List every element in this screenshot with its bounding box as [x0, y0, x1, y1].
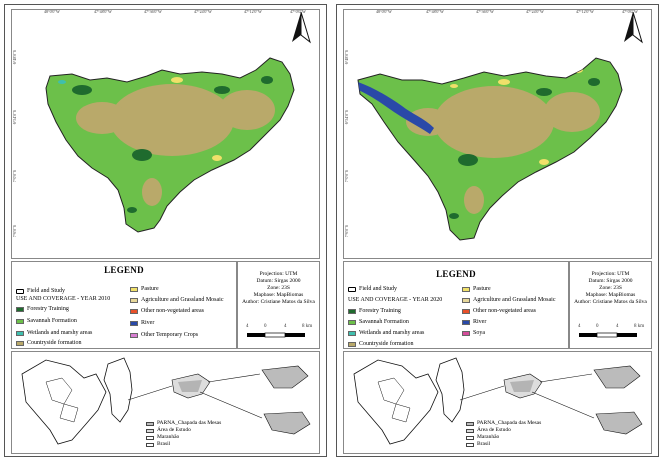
- lon-tick: 47°0'0"W: [622, 9, 638, 14]
- datum-text: Datum: Sirgas 2000: [256, 278, 301, 284]
- zone-text: Zone: 23S: [599, 285, 622, 291]
- legend-item: Agriculture and Grassland Mosaic: [462, 297, 555, 303]
- parna-outline: [593, 365, 641, 389]
- legend-item: Pasture: [130, 286, 159, 292]
- lon-tick: 47°24'0"W: [194, 9, 212, 14]
- pasture-patch: [498, 79, 510, 85]
- brazil-outline: [21, 359, 107, 445]
- legend-item-field: Field and Study: [348, 286, 397, 292]
- study-area-map: [45, 57, 295, 233]
- brazil-outline: [353, 359, 439, 445]
- maranhao-outline: [435, 357, 465, 423]
- lon-tick: 47°48'0"W: [94, 9, 112, 14]
- countryside-patch: [110, 84, 234, 156]
- legend-item: Wetlands and marshy areas: [16, 330, 92, 336]
- legend-item: Forestry Training: [348, 308, 401, 314]
- lon-tick: 47°0'0"W: [290, 9, 306, 14]
- author-text: Author: Cristiane Matos da Silva: [242, 299, 315, 305]
- forestry-patch: [132, 149, 152, 161]
- map-panel-2010: 48°0'0"W 47°48'0"W 47°36'0"W 47°24'0"W 4…: [4, 4, 327, 457]
- author-text: Author: Cristiane Matos da Silva: [574, 299, 647, 305]
- map-info: Projection: UTM Datum: Sirgas 2000 Zone:…: [569, 261, 652, 349]
- lon-tick: 47°48'0"W: [426, 9, 444, 14]
- legend-use-heading: USE AND COVERAGE - YEAR 2020: [348, 297, 443, 303]
- map-info: Projection: UTM Datum: Sirgas 2000 Zone:…: [237, 261, 320, 349]
- legend: LEGEND Field and Study USE AND COVERAGE …: [343, 261, 569, 349]
- projection-text: Projection: UTM: [591, 271, 630, 277]
- legend-title: LEGEND: [104, 265, 144, 275]
- legend-item: Wetlands and marshy areas: [348, 330, 424, 336]
- lon-tick: 47°36'0"W: [144, 9, 162, 14]
- legend-item: Other non-vegetated areas: [130, 308, 204, 314]
- maranhao-outline: [103, 357, 133, 423]
- land-use-map-2020: 48°0'0"W 47°48'0"W 47°36'0"W 47°24'0"W 4…: [343, 9, 652, 259]
- datum-text: Datum: Sirgas 2000: [588, 278, 633, 284]
- forestry-patch: [458, 154, 478, 166]
- legend-item: Agriculture and Grassland Mosaic: [130, 297, 223, 303]
- map-panel-2020: 48°0'0"W 47°48'0"W 47°36'0"W 47°24'0"W 4…: [336, 4, 659, 457]
- mapbase-text: Mapbase: MapBiomas: [585, 292, 636, 298]
- lon-tick: 48°0'0"W: [376, 9, 392, 14]
- legend-item: River: [462, 319, 486, 325]
- study-area-outline: [595, 411, 643, 435]
- legend-use-heading: USE AND COVERAGE - YEAR 2010: [16, 296, 111, 302]
- north-arrow-icon: [292, 11, 311, 44]
- legend-item: Other non-vegetated areas: [462, 308, 536, 314]
- location-inset-maps: [353, 357, 643, 445]
- mapbase-text: Mapbase: MapBiomas: [253, 292, 304, 298]
- land-use-map-2010: 48°0'0"W 47°48'0"W 47°36'0"W 47°24'0"W 4…: [11, 9, 320, 259]
- lon-tick: 48°0'0"W: [44, 9, 60, 14]
- location-maps: PARNA_Chapada das Mesas Área de Estudo M…: [11, 351, 320, 454]
- legend-item: Savannah Formation: [348, 319, 409, 325]
- legend-item: Countryside formation: [348, 341, 414, 347]
- scale-bar: 4 0 4 8 km: [246, 324, 312, 342]
- legend-item: Forestry Training: [16, 306, 69, 312]
- study-area-map: [357, 57, 623, 241]
- legend-item: Countryside formation: [16, 340, 82, 346]
- north-arrow-icon: [624, 11, 643, 44]
- legend-item: Savannah Formation: [16, 318, 77, 324]
- study-area-outline: [263, 411, 311, 435]
- location-maps: PARNA_Chapada das Mesas Área de Estudo M…: [343, 351, 652, 454]
- scale-bar: 4 0 4 8 km: [578, 324, 644, 342]
- legend-item: Other Temporary Crops: [130, 332, 198, 338]
- legend: LEGEND Field and Study USE AND COVERAGE …: [11, 261, 237, 349]
- zone-text: Zone: 23S: [267, 285, 290, 291]
- legend-item: Soya: [462, 330, 485, 336]
- location-legend: PARNA_Chapada das Mesas Área de Estudo M…: [466, 420, 541, 448]
- legend-item: Pasture: [462, 286, 491, 292]
- lon-tick: 47°12'0"W: [576, 9, 594, 14]
- river-patch: [358, 82, 434, 134]
- legend-item: River: [130, 320, 154, 326]
- location-legend: PARNA_Chapada das Mesas Área de Estudo M…: [146, 420, 221, 448]
- pasture-patch: [171, 77, 183, 83]
- lon-tick: 47°36'0"W: [476, 9, 494, 14]
- lon-tick: 47°12'0"W: [244, 9, 262, 14]
- lon-tick: 47°24'0"W: [526, 9, 544, 14]
- legend-title: LEGEND: [436, 269, 476, 279]
- location-inset-maps: [21, 357, 311, 445]
- parna-outline: [261, 365, 309, 389]
- legend-item-field: Field and Study: [16, 288, 65, 294]
- projection-text: Projection: UTM: [259, 271, 298, 277]
- countryside-patch: [434, 86, 554, 158]
